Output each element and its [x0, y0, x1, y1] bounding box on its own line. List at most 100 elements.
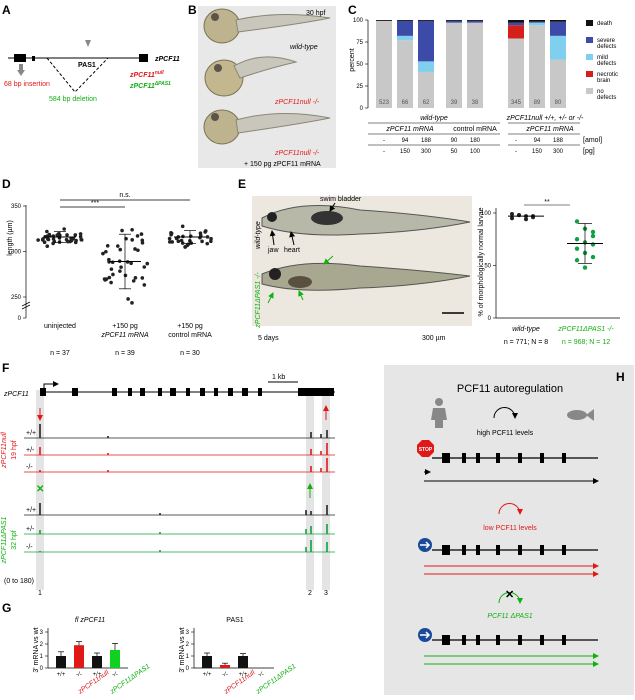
- g-ytick-label: 2: [186, 642, 190, 648]
- d-dot: [104, 249, 108, 254]
- panel-b-label: B: [188, 3, 197, 17]
- e-mut-dot: [574, 237, 580, 242]
- e-mut-dot: [574, 246, 580, 251]
- panel-e-label: E: [238, 177, 246, 191]
- d-dot: [69, 236, 73, 241]
- f-exon: [200, 388, 205, 396]
- c-amol-row: - 94 188 90 180 - 94 188: [383, 138, 564, 144]
- g-bar: [110, 650, 120, 668]
- panel-e: E wild-type zPCF11ΔPAS1 -/- swim bladder…: [238, 177, 620, 346]
- d-dot: [111, 272, 115, 277]
- c-legend-label: severe: [597, 38, 616, 44]
- c-sub-zpcf11-2: zPCF11 mRNA: [525, 126, 574, 133]
- dpas1-allele: zPCF11ΔPAS1: [129, 81, 171, 90]
- e-n1: n = 771; N = 8: [504, 339, 548, 346]
- d-group-label: uninjected: [44, 323, 76, 330]
- d-dot: [45, 229, 49, 234]
- f-exon: [298, 388, 334, 396]
- c-amol-value: 90: [451, 138, 458, 144]
- c-sub-zpcf11: zPCF11 mRNA: [385, 126, 434, 133]
- swim-bladder-label: swim bladder: [320, 196, 362, 203]
- d-dot: [130, 238, 134, 242]
- f-exon: [170, 388, 176, 396]
- f-genotype-label: +/+: [26, 430, 36, 437]
- c-legend-label: defects: [597, 44, 616, 50]
- panel-a-label: A: [2, 3, 11, 17]
- c-bar-segment: [550, 59, 566, 108]
- d-dot: [78, 234, 83, 239]
- d-dot: [203, 229, 208, 233]
- panel-d-label: D: [2, 177, 11, 191]
- d-dot: [115, 244, 120, 248]
- c-count-label: 38: [472, 100, 479, 106]
- c-group-wt: wild-type: [420, 115, 448, 122]
- d-ytick-label: 0: [18, 316, 22, 322]
- d-n-label: n = 30: [180, 350, 200, 357]
- d-dot: [109, 280, 113, 285]
- null-label-2: zPCF11null -/-: [274, 150, 320, 157]
- g-xtick-label: -/-: [258, 672, 264, 678]
- c-legend-label: no: [597, 89, 604, 95]
- green-arrow-3: [298, 290, 304, 301]
- d-dot: [130, 301, 134, 305]
- g-xtick-label: -/-: [222, 672, 228, 678]
- d-dot: [205, 235, 210, 239]
- f-exon: [140, 388, 145, 396]
- d-n-label: n = 37: [50, 350, 70, 357]
- h-exon: [562, 635, 566, 645]
- g-xtick-label: +/+: [93, 672, 102, 678]
- e-mut-dot: [590, 254, 596, 260]
- c-bar-segment: [376, 20, 392, 21]
- c-bar-segment: [508, 25, 524, 39]
- embryo-null: [204, 56, 298, 97]
- c-bar-segment: [467, 22, 483, 108]
- c-legend-label: mild: [597, 55, 608, 61]
- g-ylabel-2: 3' mRNA vs wt: [179, 627, 186, 672]
- e-n2: n = 968; N = 12: [562, 339, 610, 346]
- g-ytick-label: 2: [40, 642, 44, 648]
- f-exon: [186, 388, 190, 396]
- panel-b: B 30 hpf wild-type zPCF11null -/- zPCF11…: [188, 3, 336, 168]
- g-bar: [92, 656, 102, 668]
- d-dot: [198, 233, 203, 238]
- g-title-2: PAS1: [226, 617, 243, 624]
- h-exon: [562, 545, 566, 555]
- d-dot: [170, 240, 175, 244]
- e-wt-label: wild-type: [255, 221, 262, 249]
- c-bar-segment: [397, 35, 413, 41]
- c-legend-label: brain: [597, 78, 610, 84]
- h-exon: [540, 545, 544, 555]
- h-exon: [462, 545, 466, 555]
- e-mut-dot: [590, 233, 596, 239]
- d-n-label: n = 39: [115, 350, 135, 357]
- e-dots: [508, 212, 603, 270]
- f-tracks: +/+ +/- -/- +/+ +/- -/-: [24, 424, 335, 553]
- g-xtick-label: +/+: [57, 672, 66, 678]
- exon-1: [14, 54, 26, 62]
- panel-d: D length (µm) 0 250 300 350 *** n.s. uninje…: [2, 177, 213, 357]
- d-ytick-label: 300: [11, 250, 22, 256]
- d-dot: [139, 232, 144, 236]
- g-title-1: fl zPCF11: [75, 617, 105, 624]
- c-legend-swatch: [586, 71, 593, 77]
- f-scale-label: 1 kb: [272, 374, 285, 381]
- f-exon: [72, 388, 78, 396]
- d-dot: [209, 239, 213, 244]
- pas1-label: PAS1: [78, 62, 96, 69]
- g-bar: [238, 656, 248, 668]
- panel-f: F zPCF11 1 kb zPCF11null 19 hpf zPCF11ΔP…: [1, 361, 335, 597]
- c-amol-value: -: [515, 138, 517, 144]
- h-exon: [442, 545, 450, 555]
- d-dot: [73, 233, 78, 237]
- d-dot: [118, 247, 123, 252]
- d-dot: [36, 238, 40, 242]
- h-exon: [462, 453, 466, 463]
- d-axis: 0 250 300 350: [11, 204, 31, 322]
- h-low: low PCF11 levels: [483, 525, 537, 532]
- e-mut-label: zPCF11ΔPAS1 -/-: [255, 272, 262, 329]
- d-ytick-label: 250: [11, 295, 22, 301]
- c-group-null: zPCF11null +/+, +/- or -/-: [506, 115, 584, 122]
- g-xtick-label: +/+: [203, 672, 212, 678]
- insertion-label: 68 bp insertion: [4, 81, 50, 88]
- h-exon: [462, 635, 466, 645]
